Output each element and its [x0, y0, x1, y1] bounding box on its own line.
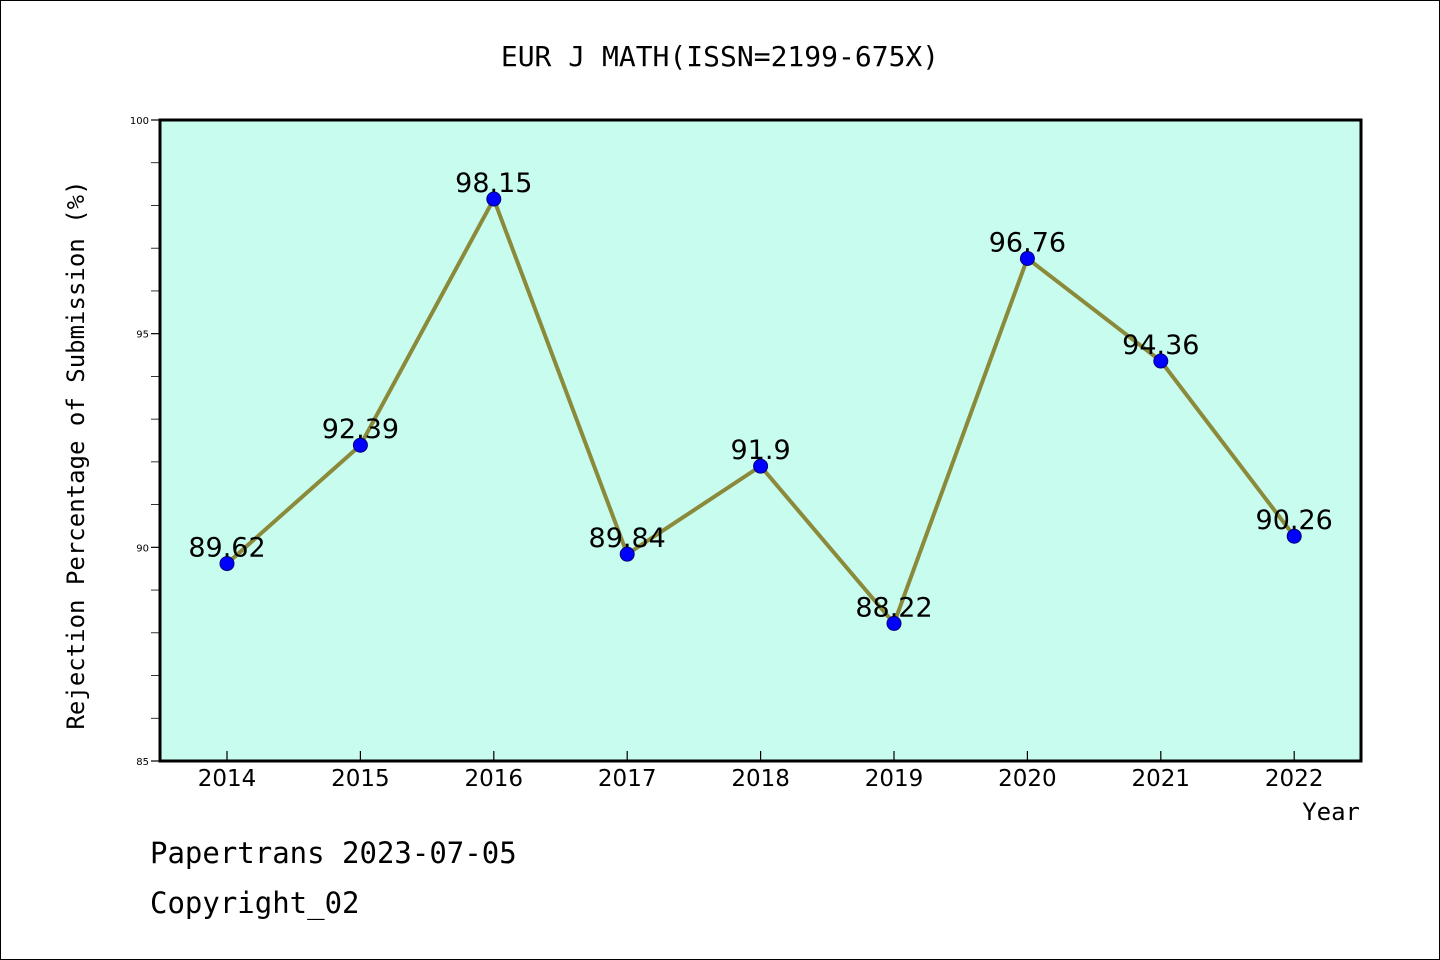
footer-copyright: Copyright_02	[150, 886, 360, 920]
data-label: 89.62	[188, 533, 265, 564]
data-point	[486, 191, 502, 207]
data-point	[352, 437, 368, 453]
data-label: 92.39	[322, 414, 399, 445]
data-point	[1286, 528, 1302, 544]
data-point	[1153, 353, 1169, 369]
data-label: 88.22	[855, 592, 932, 623]
x-tick-label: 2014	[198, 766, 257, 792]
data-point	[753, 458, 769, 474]
x-axis-label: Year	[1302, 798, 1360, 826]
data-labels: 89.62 92.39 98.15 89.84 91.9 88.22 96.76 94.36 9…	[188, 168, 1332, 623]
x-tick-label: 2019	[865, 766, 924, 792]
data-point	[886, 615, 902, 631]
x-tick-label: 2021	[1132, 766, 1191, 792]
y-axis: 85 90 95 100	[130, 116, 160, 768]
y-tick-label: 85	[136, 757, 149, 768]
data-label: 90.26	[1256, 505, 1333, 536]
chart-title: EUR J MATH(ISSN=2199-675X)	[501, 40, 939, 73]
x-tick-label: 2018	[731, 766, 790, 792]
data-label: 94.36	[1122, 330, 1199, 361]
y-tick-label: 90	[136, 543, 149, 554]
y-axis-label: Rejection Percentage of Submission (%)	[62, 180, 90, 729]
x-tick-label: 2015	[331, 766, 390, 792]
x-tick-label: 2016	[465, 766, 524, 792]
data-label: 91.9	[731, 435, 791, 466]
data-label: 89.84	[589, 523, 666, 554]
x-tick-label: 2020	[998, 766, 1057, 792]
data-point	[619, 546, 635, 562]
data-label: 98.15	[455, 168, 532, 199]
data-point	[219, 556, 235, 572]
x-axis: 2014 2015 2016 2017 2018 2019 2020 2021 2022	[198, 751, 1324, 792]
data-label: 96.76	[989, 227, 1066, 258]
y-tick-label: 95	[136, 330, 149, 341]
y-tick-label: 100	[130, 116, 149, 127]
data-point	[1019, 250, 1035, 266]
data-markers	[219, 191, 1302, 631]
x-tick-label: 2022	[1265, 766, 1324, 792]
footer-date: Papertrans 2023-07-05	[150, 836, 517, 870]
x-tick-label: 2017	[598, 766, 657, 792]
